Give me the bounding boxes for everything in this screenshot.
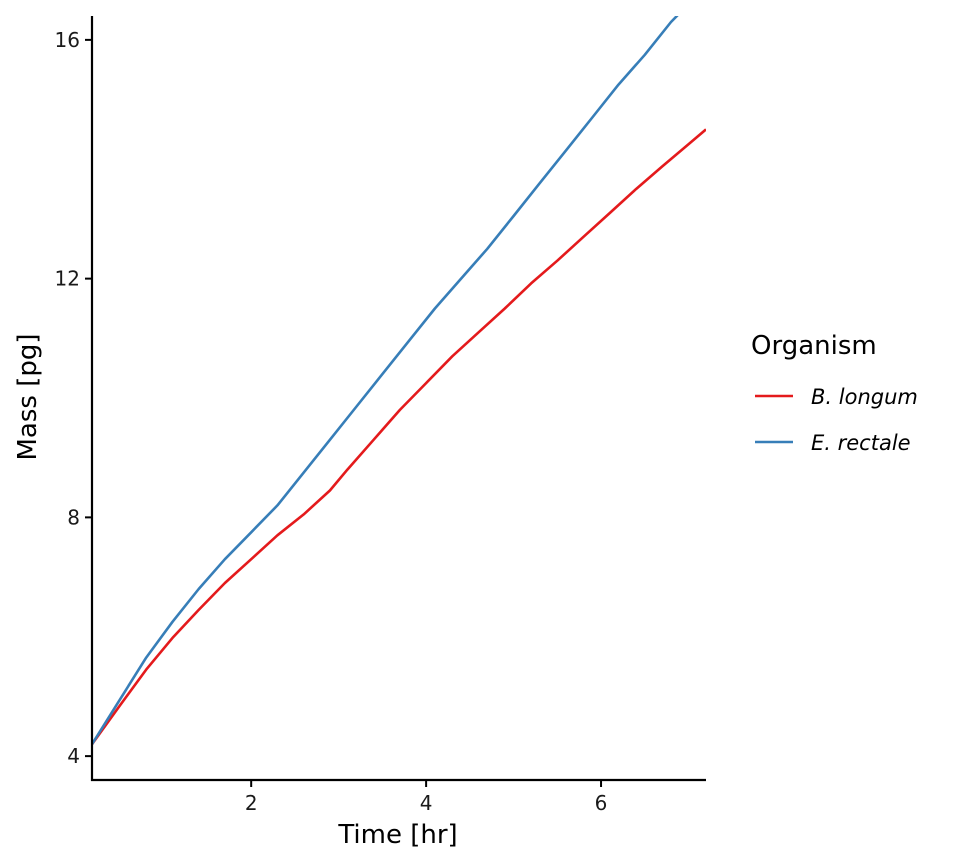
x-axis-title: Time [hr] bbox=[337, 820, 457, 850]
series-line-b-longum bbox=[92, 128, 706, 745]
x-tick-label: 4 bbox=[420, 791, 433, 815]
y-tick-label: 8 bbox=[67, 505, 80, 529]
y-axis-ticks: 4 8 12 16 bbox=[55, 28, 92, 768]
y-axis-title: Mass [pg] bbox=[13, 333, 43, 460]
legend: Organism B. longum E. rectale bbox=[751, 331, 918, 455]
x-tick-label: 6 bbox=[595, 791, 608, 815]
y-tick-label: 4 bbox=[67, 744, 80, 768]
legend-label: E. rectale bbox=[811, 431, 911, 455]
x-tick-label: 2 bbox=[245, 791, 258, 815]
legend-title: Organism bbox=[751, 331, 877, 361]
legend-item: E. rectale bbox=[755, 431, 911, 455]
legend-items: B. longum E. rectale bbox=[755, 385, 918, 455]
y-tick-label: 12 bbox=[55, 267, 80, 291]
series-layer bbox=[92, 16, 706, 745]
x-axis-ticks: 2 4 6 bbox=[245, 780, 608, 815]
legend-label: B. longum bbox=[811, 385, 918, 409]
series-line-e-rectale bbox=[92, 16, 679, 745]
y-tick-label: 16 bbox=[55, 28, 80, 52]
plot-area bbox=[92, 16, 706, 745]
legend-item: B. longum bbox=[755, 385, 918, 409]
